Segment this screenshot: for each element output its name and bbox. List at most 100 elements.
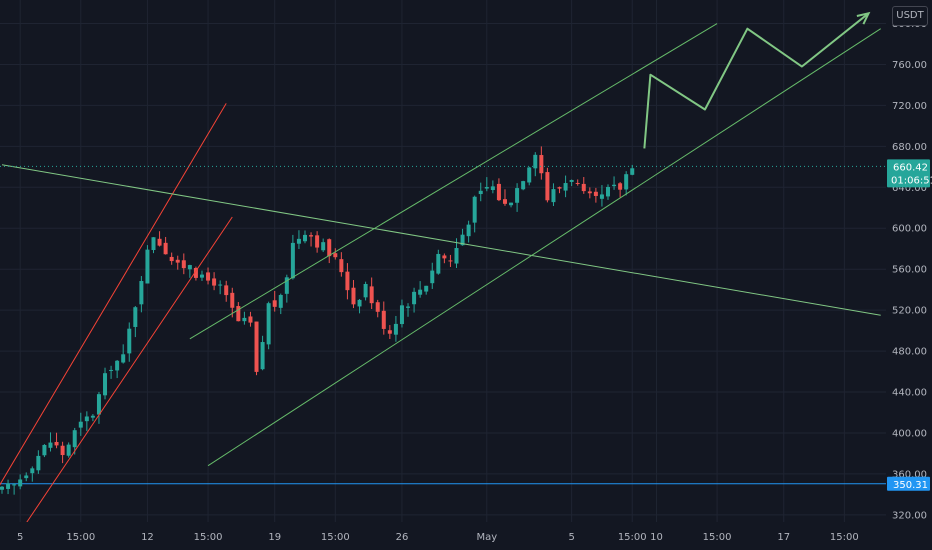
candle-body [581, 183, 586, 192]
candle-body [115, 360, 120, 371]
candle-body [412, 291, 417, 305]
candle-body [351, 287, 356, 305]
candle-body [24, 475, 29, 479]
x-tick-label: 5 [568, 532, 574, 543]
x-tick-label: 26 [396, 532, 409, 543]
steep-channel-lower [25, 216, 233, 524]
y-tick-label: 520.00 [892, 306, 927, 317]
candle-body [618, 183, 623, 190]
candle-body [363, 283, 368, 298]
rising-channel-lower [207, 28, 881, 467]
candle-body [236, 306, 241, 322]
candle-body [509, 202, 514, 206]
candle-body [278, 294, 283, 308]
candle-body [42, 444, 47, 456]
x-tick-label: 15:00 [321, 532, 350, 543]
candle-body [315, 235, 320, 248]
candle-body [230, 292, 235, 308]
candle-body [139, 281, 144, 305]
candle-body [187, 265, 192, 270]
candle-body [466, 224, 471, 237]
x-tick-label: 15:00 [703, 532, 732, 543]
candle-body [551, 189, 556, 203]
candle-body [357, 299, 362, 307]
x-tick-label: 15:00 [66, 532, 95, 543]
candle-body [72, 430, 77, 448]
candle-body [6, 483, 11, 489]
candle-body [30, 468, 35, 474]
candle-body [290, 242, 295, 279]
candle-body [103, 373, 108, 396]
candle-body [90, 415, 95, 418]
chart-grid [0, 0, 886, 522]
candle-body [575, 182, 580, 184]
candle-body [430, 270, 435, 284]
countdown-value: 01:06:51 [891, 175, 932, 186]
candle-body [284, 277, 289, 294]
trendline-drawings[interactable] [0, 11, 881, 524]
candle-body [48, 442, 53, 448]
candle-body [145, 249, 150, 284]
candle-body [12, 484, 17, 486]
y-tick-label: 760.00 [892, 60, 927, 71]
candle-body [206, 272, 211, 281]
candle-body [339, 259, 344, 273]
candle-body [472, 196, 477, 223]
candle-body [96, 394, 101, 415]
candle-body [418, 289, 423, 295]
candle-body [133, 307, 138, 327]
candle-body [393, 323, 398, 335]
candle-body [460, 234, 465, 246]
y-tick-label: 400.00 [892, 428, 927, 439]
candle-body [442, 255, 447, 259]
steep-channel-upper [0, 103, 227, 486]
rising-channel-upper [189, 23, 718, 340]
price-axis[interactable]: 800.00760.00720.00680.00640.00600.00560.… [886, 0, 932, 522]
candle-body [121, 354, 126, 363]
x-tick-label: 5 [17, 532, 23, 543]
candle-body [606, 186, 610, 197]
y-tick-label: 640.00 [892, 183, 927, 194]
y-tick-label: 600.00 [892, 224, 927, 235]
candle-body [266, 303, 271, 345]
candle-body [18, 479, 23, 487]
candle-body [624, 174, 629, 190]
candle-body [181, 260, 186, 269]
candle-body [84, 416, 89, 422]
candle-body [436, 253, 441, 274]
candle-body [599, 194, 604, 199]
y-tick-label: 560.00 [892, 265, 927, 276]
candle-body [484, 187, 489, 189]
candle-body [515, 188, 520, 203]
candle-body [199, 274, 204, 278]
currency-unit-label[interactable]: USDT [892, 6, 928, 26]
candle-body [0, 486, 4, 490]
candle-body [399, 305, 404, 325]
candle-body [545, 172, 550, 201]
candle-body [242, 317, 247, 322]
candle-body [496, 183, 501, 201]
candle-body [212, 278, 217, 286]
candle-body [163, 242, 168, 255]
candle-body [345, 271, 350, 291]
candle-body [533, 154, 538, 169]
x-tick-label: 12 [141, 532, 154, 543]
candle-body [527, 167, 532, 183]
candle-body [260, 342, 265, 370]
candle-body [612, 184, 617, 187]
candle-body [587, 191, 592, 194]
projection-path [643, 12, 870, 149]
y-tick-label: 360.00 [892, 469, 927, 480]
candle-body [248, 316, 253, 323]
x-tick-label: 17 [777, 532, 790, 543]
candle-body [272, 300, 277, 307]
last-price-tag [887, 159, 930, 188]
candlestick-series [0, 146, 635, 495]
candle-body [563, 183, 568, 191]
candle-body [109, 369, 114, 371]
last-price-value: 660.42 [893, 162, 928, 173]
candle-body [539, 155, 544, 174]
time-axis[interactable]: 5 15:00 12 15:00 19 15:00 26 May 5 15:00 10 15:00 17… [0, 522, 932, 550]
support-price-tag [887, 476, 930, 491]
